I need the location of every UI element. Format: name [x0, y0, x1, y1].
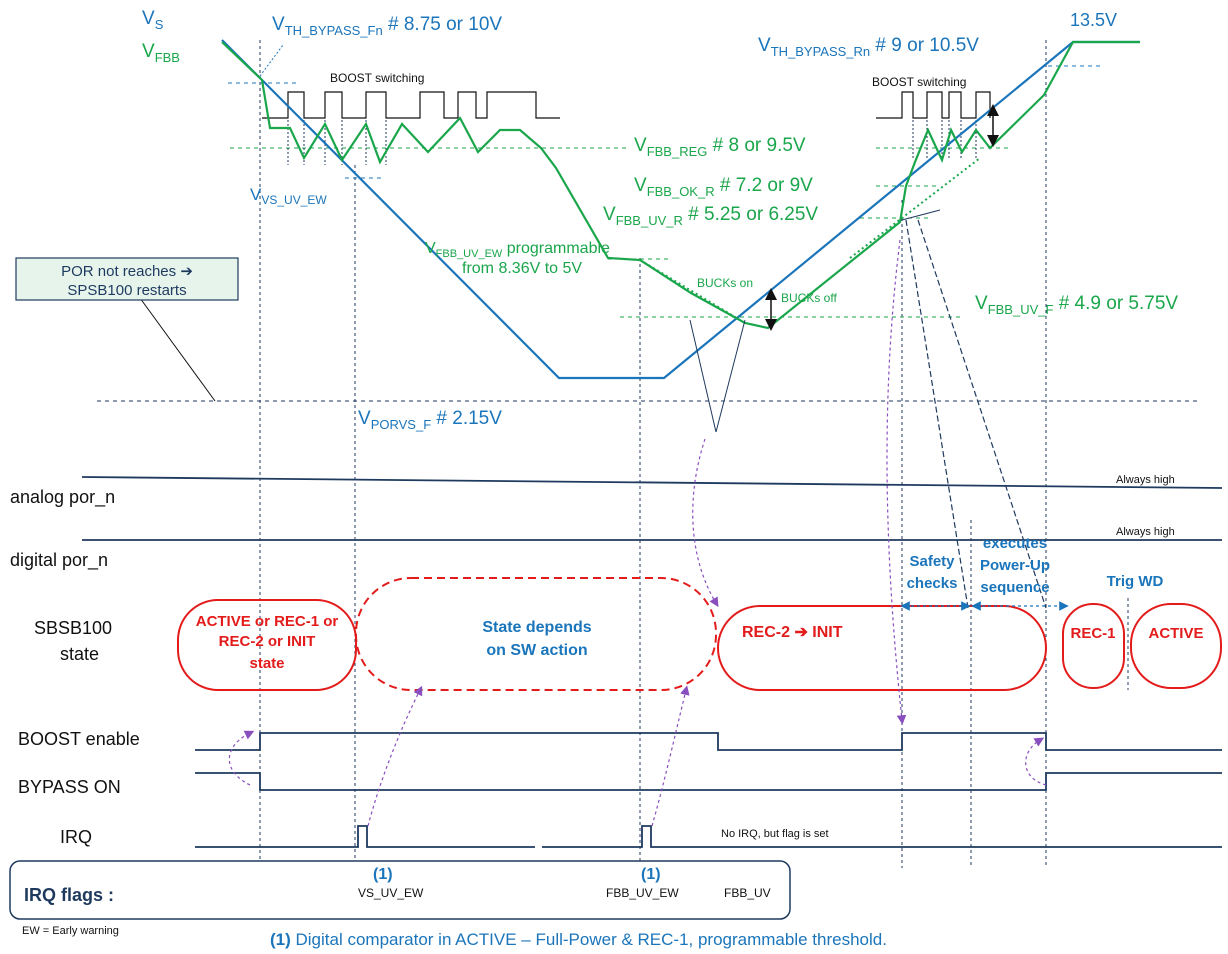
threshold-lines: [97, 65, 1200, 402]
ew-note: EW = Early warning: [22, 925, 119, 937]
irq-waveform-right: [542, 825, 1222, 848]
por-box-line1: POR not reaches ➔: [61, 263, 193, 280]
trig-wd-label: Trig WD: [1107, 573, 1164, 590]
boost-switching-right: [876, 91, 991, 119]
porvs-f-label: VPORVS_F # 2.15V: [358, 408, 502, 432]
irq-flags-box: [9, 860, 791, 920]
por-connector: [139, 297, 216, 402]
fbb-ok-r-label: VFBB_OK_R # 7.2 or 9V: [634, 175, 813, 199]
boost-switching-label-left: BOOST switching: [330, 71, 424, 85]
state-active-rec-line2: REC-2 or INIT: [219, 633, 316, 650]
state-active-rec-line3: state: [249, 655, 284, 672]
irq-flag1-label: VS_UV_EW: [358, 886, 424, 900]
bucks-connector: [689, 209, 941, 433]
purple-callouts: [228, 239, 1047, 827]
power-up-line3: sequence: [980, 579, 1049, 596]
power-up-line1: executes: [983, 535, 1047, 552]
fbb-reg-label: VFBB_REG # 8 or 9.5V: [634, 135, 806, 159]
state-rec1-bubble: [1062, 603, 1125, 689]
footnote: (1) Digital comparator in ACTIVE – Full-…: [270, 930, 887, 949]
irq-flags-title: IRQ flags :: [24, 885, 114, 905]
fbb-uv-ew-range: from 8.36V to 5V: [462, 260, 582, 277]
vertical-guides: [259, 40, 1129, 868]
vfbb-dotted-path-right: [849, 157, 981, 259]
bucks-on-label: BUCKs on: [697, 276, 753, 290]
th-pointer: [259, 44, 284, 77]
irq-flag1-marker: (1): [373, 866, 393, 883]
boost-switching-label-right: BOOST switching: [872, 75, 966, 89]
bucks-off-label: BUCKs off: [781, 291, 837, 305]
vfbb-waveform: [221, 40, 1140, 330]
boost-enable-waveform: [195, 732, 1222, 751]
irq-waveform-left: [195, 825, 535, 848]
state-label-line1: SBSB100: [34, 618, 112, 638]
state-active-rec-bubble: [177, 599, 357, 691]
state-sw-line1: State depends: [482, 619, 591, 636]
irq-flag2-marker: (1): [641, 866, 661, 883]
irq-label: IRQ: [60, 827, 92, 847]
no-irq-label: No IRQ, but flag is set: [721, 828, 829, 840]
analog-por-line: [81, 476, 1223, 489]
bypass-on-waveform: [195, 772, 1222, 791]
safety-checks-line1: Safety: [909, 553, 955, 570]
irq-flag2-label: FBB_UV_EW: [606, 886, 679, 900]
state-rec2-bubble: [717, 605, 1047, 691]
fbb-uv-f-label: VFBB_UV_F # 4.9 or 5.75V: [975, 293, 1178, 317]
th-bypass-fn-label: VTH_BYPASS_Fn # 8.75 or 10V: [272, 14, 502, 38]
analog-por-label: analog por_n: [10, 487, 115, 508]
top-left-labels: VS VFBB 13.5V: [142, 8, 1117, 65]
state-label-line2: state: [60, 644, 99, 664]
state-active-bubble: [1130, 603, 1222, 689]
state-active-label: ACTIVE: [1148, 625, 1203, 642]
fbb-uv-ew-label: VFBB_UV_EW programmable: [425, 240, 610, 260]
vs-waveform: [221, 39, 1140, 380]
v135-label: 13.5V: [1070, 10, 1117, 30]
fbb-uv-r-label: VFBB_UV_R # 5.25 or 6.25V: [603, 204, 818, 228]
state-rec1-label: REC-1: [1070, 625, 1115, 642]
state-rec2-label: REC-2 ➔ INIT: [742, 624, 843, 641]
vfbb-label: VFBB: [142, 41, 180, 65]
state-sw-bubble: [355, 577, 717, 691]
por-box-line2: SPSB100 restarts: [67, 282, 186, 299]
state-sw-line2: on SW action: [486, 642, 587, 659]
vfbb-dotted-path: [639, 259, 746, 324]
power-up-line2: Power-Up: [980, 557, 1050, 574]
digital-por-label: digital por_n: [10, 550, 108, 571]
th-bypass-rn-label: VTH_BYPASS_Rn # 9 or 10.5V: [758, 35, 979, 59]
irq-flag3-label: FBB_UV: [724, 886, 771, 900]
digital-always-high: Always high: [1116, 526, 1175, 538]
analog-always-high: Always high: [1116, 474, 1175, 486]
vs-label: VS: [142, 8, 164, 32]
boost-switching-left: [262, 91, 560, 119]
safety-checks-line2: checks: [907, 575, 958, 592]
boost-enable-label: BOOST enable: [18, 729, 140, 749]
vs-uv-ew-label: VVS_UV_EW: [250, 185, 327, 207]
long-diagonals: [905, 219, 1047, 609]
state-active-rec-line1: ACTIVE or REC-1 or: [196, 613, 339, 630]
bypass-on-label: BYPASS ON: [18, 777, 121, 797]
por-box: POR not reaches ➔ SPSB100 restarts: [15, 257, 239, 301]
